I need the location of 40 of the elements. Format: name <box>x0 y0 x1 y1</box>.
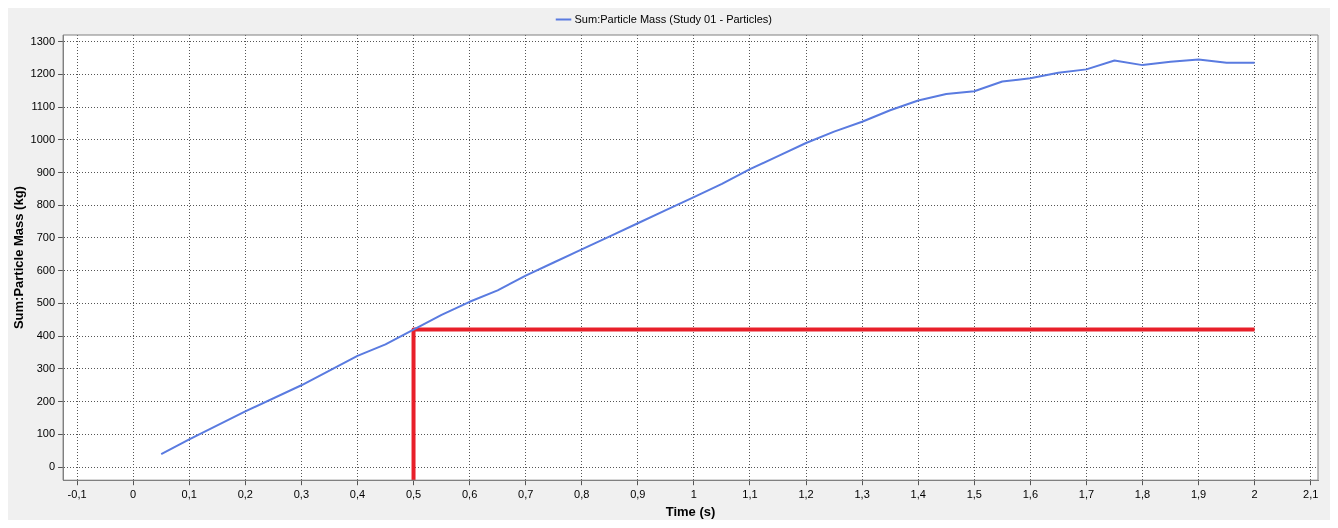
y-tick-label: 0 <box>48 460 56 473</box>
y-tick-label: 1200 <box>30 67 56 80</box>
y-tick-label: 500 <box>36 296 56 309</box>
y-tick-label: 300 <box>36 361 56 374</box>
x-tick-label: 0,2 <box>237 487 253 500</box>
y-tick-label: 900 <box>36 165 56 178</box>
x-tick-label: 1,4 <box>910 487 926 500</box>
x-tick-label: 0,1 <box>181 487 197 500</box>
x-axis-title: Time (s) <box>665 503 716 519</box>
x-tick-label: 0,5 <box>405 487 422 500</box>
x-tick-label: 2 <box>1251 487 1258 500</box>
x-tick-label: 0,3 <box>293 487 310 500</box>
x-tick-label: 0 <box>130 487 137 500</box>
y-tick-label: 800 <box>36 198 56 211</box>
y-tick-label: 400 <box>36 329 56 342</box>
x-tick-label: 1,9 <box>1190 487 1207 500</box>
x-tick-label: 1,1 <box>742 487 758 500</box>
x-tick-label: 0,9 <box>630 487 646 500</box>
x-tick-label: 0,4 <box>349 487 366 500</box>
y-tick-label: 1100 <box>31 100 56 113</box>
x-tick-label: 1 <box>690 487 697 500</box>
x-tick-label: 0,8 <box>574 487 590 500</box>
x-tick-label: 0,6 <box>461 487 478 500</box>
y-tick-label: 700 <box>36 230 56 243</box>
y-tick-label: 100 <box>36 427 56 440</box>
x-tick-label: 2,1 <box>1303 487 1319 500</box>
x-tick-label: -0,1 <box>67 487 87 500</box>
legend-label: Sum:Particle Mass (Study 01 - Particles) <box>574 12 772 25</box>
x-tick-label: 1,2 <box>798 487 814 500</box>
y-tick-label: 600 <box>36 263 56 276</box>
x-tick-label: 1,7 <box>1078 487 1095 500</box>
y-tick-label: 1000 <box>30 132 56 145</box>
x-tick-label: 1,8 <box>1134 487 1151 500</box>
x-tick-label: 1,6 <box>1022 487 1038 500</box>
x-tick-label: 1,5 <box>966 487 982 500</box>
x-tick-label: 1,3 <box>854 487 870 500</box>
x-tick-label: 0,7 <box>518 487 534 500</box>
y-tick-label: 200 <box>36 394 56 407</box>
y-tick-label: 1300 <box>30 34 56 47</box>
y-axis-title: Sum:Particle Mass (kg) <box>11 186 27 330</box>
